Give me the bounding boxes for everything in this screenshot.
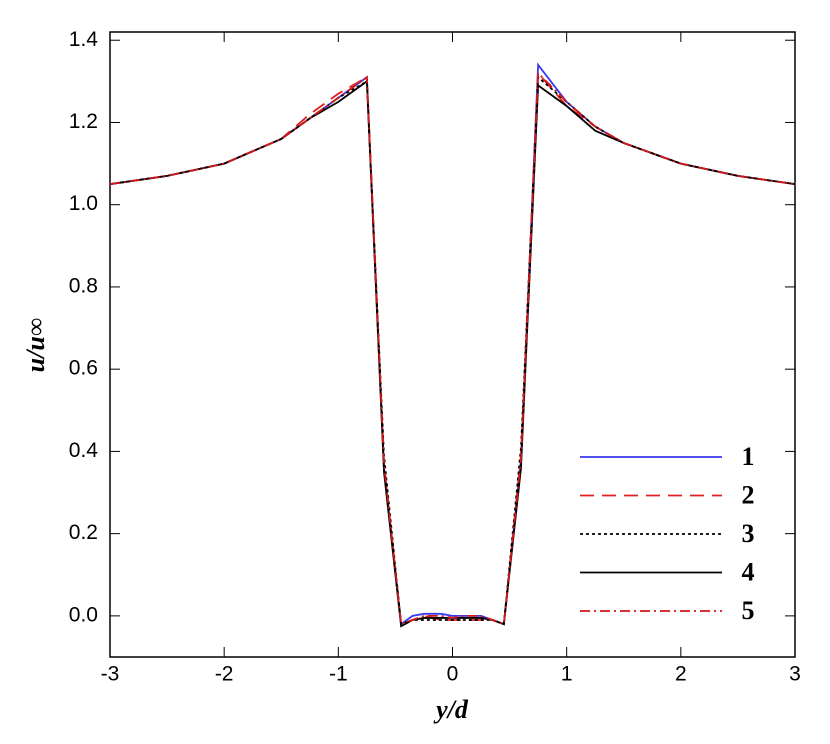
y-tick-label: 0.8 xyxy=(69,274,98,297)
y-tick-label: 1.2 xyxy=(69,110,98,133)
x-tick-label: -1 xyxy=(329,663,348,686)
y-tick-label: 1.4 xyxy=(69,28,99,51)
series-line xyxy=(109,70,796,626)
x-tick-label: -2 xyxy=(215,663,234,686)
legend-label: 5 xyxy=(742,596,755,625)
y-tick-label: 0.6 xyxy=(69,357,98,380)
series-line xyxy=(109,75,796,626)
plot-frame xyxy=(109,31,796,658)
legend-label: 3 xyxy=(742,519,755,548)
legend-label: 4 xyxy=(742,557,755,586)
y-tick-label: 1.0 xyxy=(69,192,98,215)
x-axis-label: y/d xyxy=(433,695,469,724)
legend-label: 2 xyxy=(742,480,755,509)
x-tick-label: -3 xyxy=(101,663,120,686)
series-line xyxy=(109,79,796,628)
y-tick-label: 0.4 xyxy=(69,439,99,462)
x-tick-label: 0 xyxy=(447,663,459,686)
y-axis-label: u/u∞ xyxy=(21,318,50,373)
x-tick-label: 1 xyxy=(561,663,573,686)
x-tick-label: 2 xyxy=(675,663,687,686)
x-tick-label: 3 xyxy=(789,663,801,686)
y-tick-label: 0.0 xyxy=(69,603,98,626)
series-line xyxy=(109,62,796,626)
legend-label: 1 xyxy=(742,442,755,471)
series-line xyxy=(109,71,796,626)
y-tick-label: 0.2 xyxy=(69,521,98,544)
